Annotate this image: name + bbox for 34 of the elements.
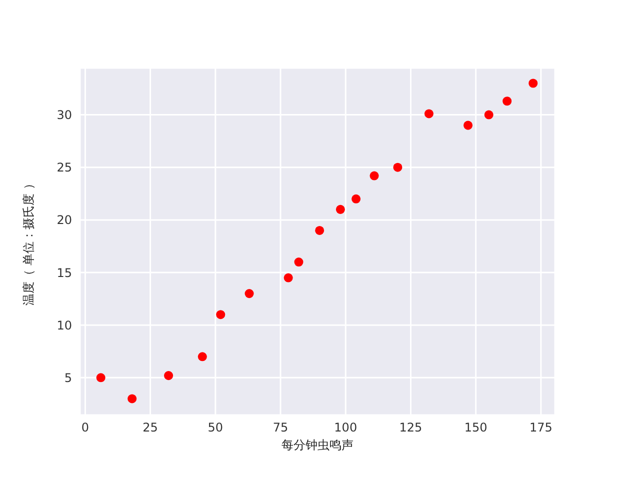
point bbox=[424, 109, 434, 118]
y-tick-label: 25 bbox=[56, 160, 72, 175]
point bbox=[502, 96, 512, 106]
point bbox=[244, 289, 254, 298]
y-tick-label: 10 bbox=[56, 318, 72, 332]
x-tick-label: 50 bbox=[208, 420, 224, 435]
point bbox=[484, 110, 494, 120]
x-tick-label: 175 bbox=[529, 420, 552, 435]
y-tick-label: 15 bbox=[56, 266, 72, 280]
point bbox=[352, 194, 361, 204]
x-tick-label: 150 bbox=[464, 420, 488, 435]
x-tick-label: 25 bbox=[142, 420, 158, 435]
point bbox=[294, 258, 304, 267]
y-tick-label: 20 bbox=[56, 213, 72, 228]
point bbox=[336, 204, 345, 214]
point bbox=[370, 171, 379, 180]
y-axis-title: 温度（ 单位：摄氏度 ） bbox=[21, 178, 36, 306]
point bbox=[528, 78, 538, 88]
x-tick-label: 75 bbox=[272, 420, 288, 435]
point bbox=[284, 273, 293, 282]
point bbox=[128, 394, 137, 404]
point bbox=[216, 310, 226, 320]
x-tick-label: 100 bbox=[334, 420, 358, 435]
point bbox=[198, 352, 207, 362]
point bbox=[96, 373, 106, 382]
x-tick-label: 125 bbox=[399, 420, 422, 435]
x-axis-title: 每分钟虫鸣声 bbox=[282, 438, 354, 452]
y-tick-label: 5 bbox=[64, 370, 72, 385]
point bbox=[393, 162, 402, 172]
x-tick-label: 0 bbox=[81, 420, 90, 435]
point bbox=[464, 120, 473, 130]
point bbox=[315, 226, 324, 235]
y-tick-label: 30 bbox=[56, 108, 72, 122]
point bbox=[164, 371, 174, 380]
